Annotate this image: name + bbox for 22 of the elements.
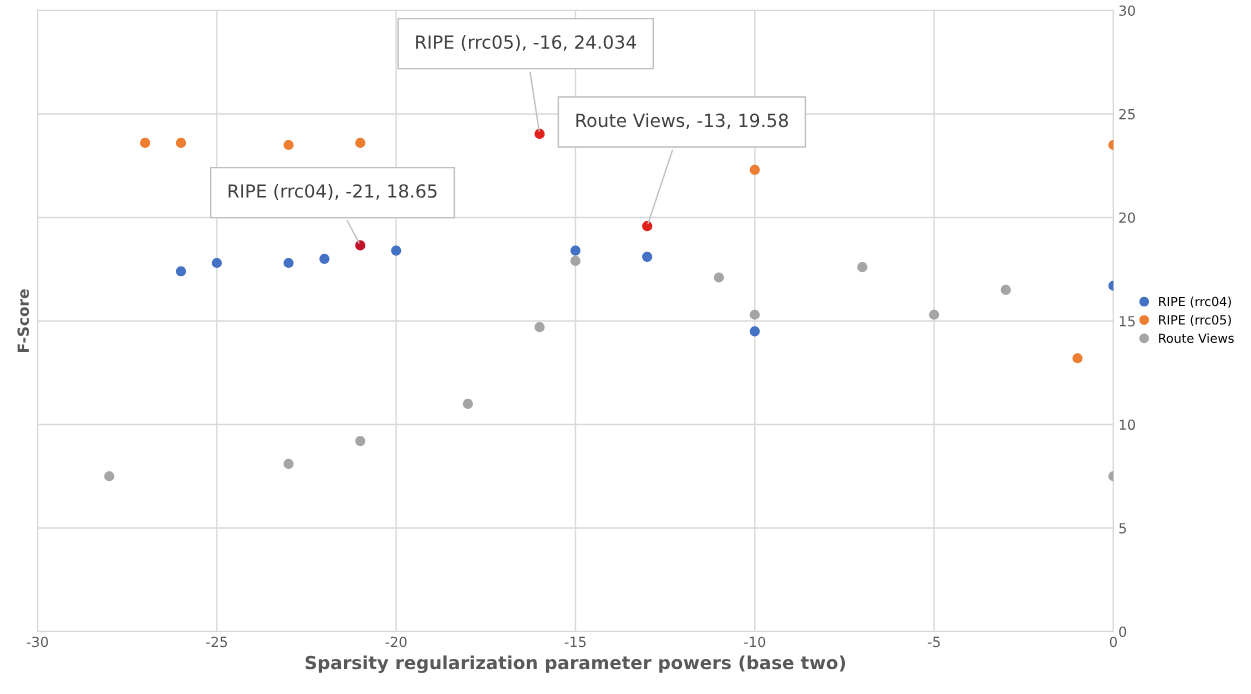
legend-label: Route Views bbox=[1159, 333, 1234, 343]
y-tick-label: 25 bbox=[1119, 108, 1135, 120]
y-tick-label: 20 bbox=[1119, 212, 1135, 223]
x-tick-label: -15 bbox=[564, 636, 586, 648]
y-axis-title: F-Score bbox=[17, 289, 30, 352]
x-tick-label: -10 bbox=[744, 636, 766, 648]
x-tick-label: -25 bbox=[206, 636, 227, 648]
legend-label: RIPE (rrc05) bbox=[1159, 314, 1231, 327]
x-axis-title: Sparsity regularization parameter powers (base two) bbox=[305, 655, 846, 674]
y-tick-label: 0 bbox=[1119, 626, 1127, 638]
x-tick-label: 0 bbox=[1109, 636, 1117, 648]
y-tick-label: 15 bbox=[1119, 316, 1135, 327]
x-tick-label: -30 bbox=[26, 636, 48, 648]
legend-label: RIPE (rrc04) bbox=[1159, 296, 1231, 308]
x-tick-label: -20 bbox=[385, 636, 407, 648]
x-tick-label: -5 bbox=[927, 636, 940, 648]
y-tick-label: 30 bbox=[1119, 5, 1135, 16]
annotation: Route Views, -13, 19.58 bbox=[576, 113, 788, 130]
y-tick-label: 5 bbox=[1119, 523, 1126, 534]
y-tick-label: 10 bbox=[1119, 419, 1135, 430]
annotation: RIPE (rrc04), -21, 18.65 bbox=[228, 183, 437, 200]
annotation: RIPE (rrc05), -16, 24.034 bbox=[416, 34, 637, 52]
